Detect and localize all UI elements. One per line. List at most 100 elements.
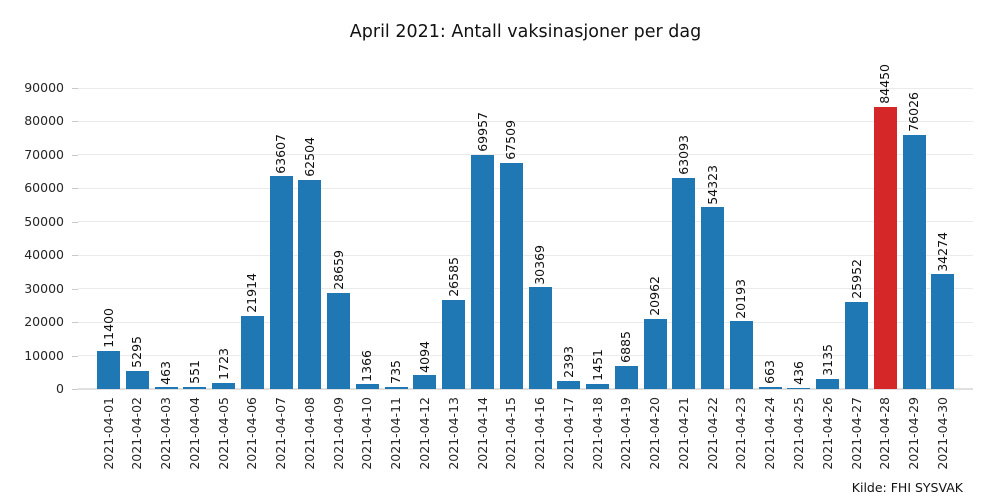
y-tick-mark: [72, 121, 78, 123]
bar-value-label: 11400: [100, 308, 116, 348]
source-note: Kilde: FHI SYSVAK: [851, 480, 963, 495]
bar: [240, 315, 264, 389]
x-tick-label: 2021-04-04: [186, 397, 202, 470]
x-tick-label: 2021-04-10: [359, 397, 375, 470]
x-tick-label: 2021-04-22: [704, 397, 720, 470]
bar-value-label: 1451: [589, 349, 605, 382]
bar-value-label: 63607: [273, 133, 289, 174]
gridline: [78, 120, 973, 122]
y-tick-label: 20000: [24, 314, 64, 330]
x-tick-label: 2021-04-11: [388, 397, 404, 470]
bar: [931, 274, 955, 389]
y-tick-label: 70000: [24, 146, 64, 162]
bar-value-label: 30369: [532, 244, 548, 285]
y-tick-label: 60000: [24, 180, 64, 196]
bar-value-label: 663: [762, 359, 778, 384]
gridline: [78, 221, 973, 223]
y-tick-label: 50000: [24, 213, 64, 229]
x-tick-label: 2021-04-05: [215, 397, 231, 470]
y-tick-label: 40000: [24, 247, 64, 263]
bar: [499, 163, 523, 389]
x-tick-label: 2021-04-01: [100, 397, 116, 470]
x-tick-label: 2021-04-13: [445, 397, 461, 470]
x-tick-label: 2021-04-06: [244, 397, 260, 470]
bar-highlighted: [873, 106, 897, 389]
bar-value-label: 34274: [934, 231, 950, 272]
x-tick-label: 2021-04-17: [560, 397, 576, 470]
bar: [125, 371, 149, 389]
x-tick-label: 2021-04-30: [934, 397, 950, 470]
bar: [729, 321, 753, 389]
bar-value-label: 4094: [416, 340, 432, 373]
bar-value-label: 28659: [330, 250, 346, 291]
bar: [442, 300, 466, 389]
y-tick-label: 0: [56, 381, 64, 396]
chart-title: April 2021: Antall vaksinasjoner per dag: [349, 22, 702, 42]
bar-value-label: 1366: [359, 349, 375, 382]
y-tick-mark: [72, 255, 78, 257]
gridline: [78, 321, 973, 323]
x-tick-label: 2021-04-18: [589, 397, 605, 470]
gridline: [78, 187, 973, 189]
bar: [643, 318, 667, 389]
gridline: [78, 154, 973, 156]
bar: [528, 287, 552, 389]
bar-value-label: 3135: [819, 343, 835, 376]
x-tick-label: 2021-04-15: [503, 397, 519, 470]
x-tick-label: 2021-04-16: [532, 397, 548, 470]
bar-value-label: 551: [186, 360, 202, 385]
bar-value-label: 2393: [560, 346, 576, 378]
x-tick-label: 2021-04-09: [330, 397, 346, 470]
x-tick-label: 2021-04-19: [618, 397, 634, 470]
bar: [97, 350, 120, 389]
bar-value-label: 62504: [301, 137, 317, 177]
bar: [269, 176, 293, 389]
bar: [672, 178, 696, 389]
bar-value-label: 76026: [906, 91, 922, 132]
y-tick-mark: [72, 288, 78, 290]
x-tick-label: 2021-04-12: [416, 397, 432, 470]
bar-value-label: 25952: [848, 259, 864, 300]
x-tick-label: 2021-04-26: [819, 397, 835, 470]
x-tick-label: 2021-04-21: [675, 397, 691, 470]
bar: [845, 302, 869, 389]
bar: [355, 384, 379, 389]
y-tick-mark: [72, 389, 78, 390]
bar: [298, 179, 322, 389]
x-tick-label: 2021-04-03: [158, 397, 174, 470]
bar: [384, 386, 408, 389]
y-tick-mark: [72, 88, 78, 89]
gridline: [78, 87, 973, 89]
bar: [787, 387, 811, 389]
bar: [758, 386, 782, 389]
bar: [614, 365, 638, 389]
y-tick-mark: [72, 322, 78, 324]
bar-value-label: 436: [790, 360, 806, 385]
gridline: [78, 388, 973, 390]
bar: [816, 378, 840, 389]
x-tick-label: 2021-04-29: [906, 397, 922, 470]
gridline: [78, 288, 973, 290]
x-tick-label: 2021-04-23: [733, 397, 749, 470]
bar: [154, 387, 178, 389]
y-tick-mark: [72, 355, 78, 357]
x-tick-label: 2021-04-20: [647, 397, 663, 470]
bar: [902, 134, 926, 389]
bar-value-label: 6885: [618, 331, 634, 363]
y-tick-mark: [72, 221, 78, 223]
x-tick-label: 2021-04-24: [762, 397, 778, 470]
bar-value-label: 54323: [704, 164, 720, 205]
bar: [413, 375, 437, 389]
x-tick-label: 2021-04-27: [848, 397, 864, 470]
bar: [212, 383, 236, 389]
x-tick-label: 2021-04-28: [877, 397, 893, 470]
y-tick-mark: [72, 154, 78, 156]
x-tick-label: 2021-04-25: [790, 397, 806, 470]
y-tick-label: 30000: [24, 280, 64, 296]
bar-value-label: 67509: [503, 120, 519, 161]
x-tick-label: 2021-04-14: [474, 397, 490, 470]
y-tick-label: 90000: [24, 80, 64, 95]
x-tick-label: 2021-04-08: [301, 397, 317, 470]
bar-value-label: 20193: [733, 278, 749, 319]
